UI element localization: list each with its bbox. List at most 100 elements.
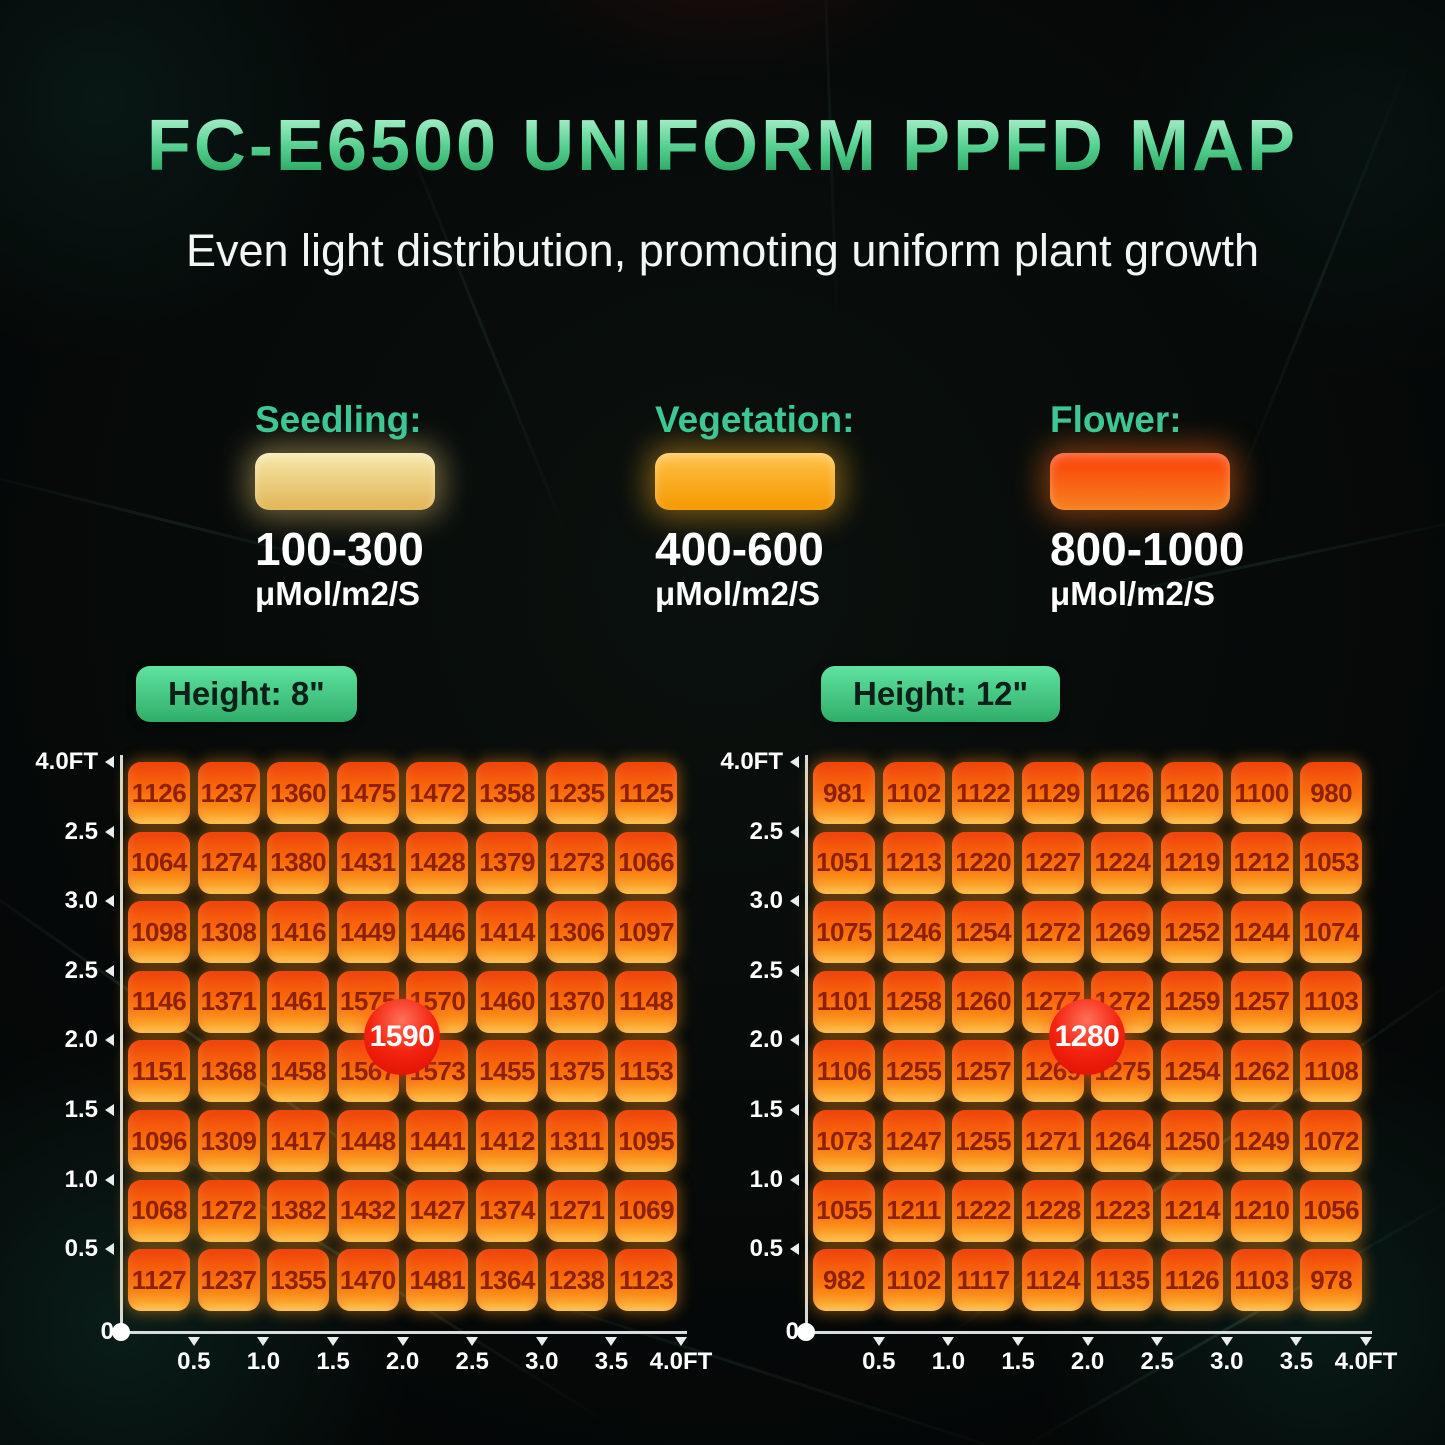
x-tick-label: 3.0 bbox=[525, 1348, 559, 1375]
ppfd-cell: 1227 bbox=[1021, 831, 1084, 894]
background-glow bbox=[0, 0, 380, 380]
ppfd-cell: 1259 bbox=[1161, 970, 1223, 1033]
ppfd-cell: 1417 bbox=[267, 1110, 330, 1172]
ppfd-cell: 1102 bbox=[882, 762, 945, 824]
chart-height-12in: Height: 12" 4.0FT 2.5 3.0 2.5 2.0 1.5 1.0 0.5 0 9… bbox=[720, 660, 1445, 1445]
ppfd-cell: 1069 bbox=[615, 1179, 678, 1242]
axis-origin-dot bbox=[797, 1323, 815, 1341]
ppfd-cell: 981 bbox=[813, 762, 875, 824]
ppfd-cell: 1219 bbox=[1161, 831, 1223, 894]
ppfd-cell: 1458 bbox=[267, 1040, 330, 1103]
y-tick-text: 2.0 bbox=[749, 1026, 783, 1054]
y-tick-arrow-icon bbox=[790, 1104, 799, 1116]
ppfd-cell: 1126 bbox=[1091, 762, 1154, 824]
ppfd-cell: 1269 bbox=[1091, 901, 1154, 964]
ppfd-cell: 1072 bbox=[1300, 1110, 1363, 1172]
legend-range: 100-300 bbox=[255, 522, 424, 575]
y-tick-label: 0.5 bbox=[715, 1234, 799, 1264]
ppfd-cell: 1053 bbox=[1300, 831, 1363, 894]
ppfd-cell: 1095 bbox=[615, 1110, 678, 1172]
legend-range: 800-1000 bbox=[1050, 522, 1245, 575]
y-tick-arrow-icon bbox=[105, 1104, 114, 1116]
ppfd-cell: 1432 bbox=[336, 1179, 399, 1242]
ppfd-cell: 980 bbox=[1300, 762, 1363, 824]
y-tick-arrow-icon bbox=[105, 895, 114, 908]
ppfd-cell: 1358 bbox=[476, 762, 538, 824]
ppfd-cell: 1309 bbox=[197, 1110, 260, 1172]
ppfd-cell: 1379 bbox=[476, 831, 538, 894]
x-tick-label: 0.5 bbox=[862, 1348, 896, 1375]
x-tick-label: 3.5 bbox=[594, 1348, 629, 1375]
x-tick-arrow-icon bbox=[327, 1337, 339, 1346]
ppfd-cell: 1255 bbox=[952, 1110, 1015, 1172]
ppfd-cell: 1222 bbox=[952, 1179, 1015, 1242]
x-tick-label: 2.5 bbox=[1140, 1348, 1174, 1375]
ppfd-cell: 1064 bbox=[128, 831, 190, 894]
ppfd-cell: 1153 bbox=[615, 1040, 678, 1103]
ppfd-cell: 1122 bbox=[952, 762, 1015, 824]
seedling-swatch bbox=[255, 452, 435, 510]
legend-label: Flower: bbox=[1050, 399, 1182, 440]
ppfd-cell: 1117 bbox=[952, 1249, 1015, 1312]
x-tick-label: 2.0 bbox=[385, 1348, 420, 1375]
y-tick-arrow-icon bbox=[790, 964, 799, 977]
legend-range: 400-600 bbox=[655, 522, 824, 575]
x-tick-arrow-icon bbox=[675, 1337, 687, 1346]
ppfd-cell: 1237 bbox=[197, 1249, 260, 1312]
y-tick-label: 1.5 bbox=[715, 1095, 799, 1125]
ppfd-cell: 1120 bbox=[1161, 762, 1223, 824]
ppfd-cell: 1273 bbox=[545, 831, 608, 894]
ppfd-cell: 1249 bbox=[1230, 1110, 1293, 1172]
x-tick-arrow-icon bbox=[1012, 1337, 1024, 1346]
y-tick-label: 2.0 bbox=[30, 1025, 114, 1055]
ppfd-cell: 1461 bbox=[267, 970, 330, 1033]
ppfd-cell: 1074 bbox=[1300, 901, 1363, 964]
ppfd-cell: 1257 bbox=[952, 1040, 1015, 1103]
y-axis bbox=[120, 755, 123, 1334]
height-badge: Height: 12" bbox=[821, 666, 1061, 722]
y-tick-arrow-icon bbox=[790, 1034, 799, 1047]
ppfd-cell: 1449 bbox=[336, 901, 399, 964]
ppfd-cell: 1129 bbox=[1021, 762, 1084, 824]
ppfd-cell: 1224 bbox=[1091, 831, 1154, 894]
ppfd-cell: 1448 bbox=[336, 1110, 399, 1172]
ppfd-cell: 1274 bbox=[197, 831, 260, 894]
x-tick-label: 2.0 bbox=[1070, 1348, 1105, 1375]
y-tick-label: 2.5 bbox=[715, 956, 799, 986]
ppfd-cell: 1108 bbox=[1300, 1040, 1363, 1103]
y-tick-arrow-icon bbox=[790, 895, 799, 908]
ppfd-cell: 1055 bbox=[813, 1179, 875, 1242]
legend-unit: μMol/m2/S bbox=[1050, 574, 1216, 612]
ppfd-cell: 1125 bbox=[615, 762, 678, 824]
ppfd-cell: 1213 bbox=[882, 831, 945, 894]
ppfd-cell: 1355 bbox=[267, 1249, 330, 1312]
y-tick-arrow-icon bbox=[105, 756, 114, 768]
ppfd-cell: 1066 bbox=[615, 831, 678, 894]
y-tick-arrow-icon bbox=[790, 1243, 799, 1256]
x-tick-label: 4.0FT bbox=[649, 1348, 713, 1375]
ppfd-cell: 1100 bbox=[1230, 762, 1293, 824]
ppfd-cell: 1126 bbox=[128, 762, 190, 824]
ppfd-cell: 1272 bbox=[1021, 901, 1084, 964]
y-tick-text: 1.0 bbox=[64, 1165, 98, 1193]
ppfd-cell: 1375 bbox=[545, 1040, 608, 1103]
x-tick-arrow-icon bbox=[257, 1337, 270, 1346]
y-tick-text: 2.0 bbox=[64, 1026, 98, 1054]
ppfd-cell: 1214 bbox=[1161, 1179, 1223, 1242]
x-tick-label: 2.5 bbox=[455, 1348, 489, 1375]
ppfd-cell: 1374 bbox=[476, 1179, 538, 1242]
ppfd-cell: 1368 bbox=[197, 1040, 260, 1103]
ppfd-cell: 1254 bbox=[1161, 1040, 1223, 1103]
ppfd-cell: 1127 bbox=[128, 1249, 190, 1312]
ppfd-cell: 978 bbox=[1300, 1249, 1363, 1312]
ppfd-cell: 1235 bbox=[545, 762, 608, 824]
x-tick-arrow-icon bbox=[942, 1337, 955, 1346]
x-axis bbox=[120, 1331, 687, 1334]
y-tick-label: 2.5 bbox=[30, 817, 114, 847]
ppfd-cell: 1212 bbox=[1230, 831, 1293, 894]
x-tick-arrow-icon bbox=[872, 1337, 885, 1346]
ppfd-cell: 1271 bbox=[1021, 1110, 1084, 1172]
ppfd-cell: 1135 bbox=[1091, 1249, 1154, 1312]
ppfd-cell: 1247 bbox=[882, 1110, 945, 1172]
legend-item-vegetation: Vegetation: 400-600 μMol/m2/S bbox=[655, 399, 854, 610]
